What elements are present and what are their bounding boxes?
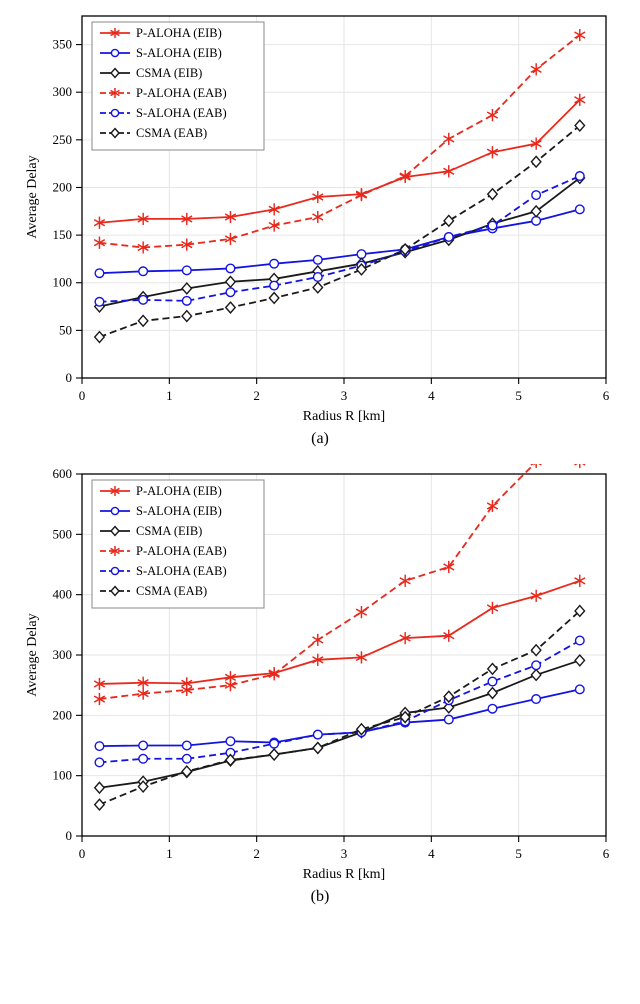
svg-text:5: 5 <box>515 846 522 861</box>
svg-text:Average Delay: Average Delay <box>25 155 40 238</box>
svg-text:6: 6 <box>603 388 610 403</box>
svg-text:350: 350 <box>53 37 73 52</box>
svg-text:6: 6 <box>603 846 610 861</box>
svg-text:CSMA (EIB): CSMA (EIB) <box>136 524 202 538</box>
svg-text:P-ALOHA (EIB): P-ALOHA (EIB) <box>136 26 222 40</box>
chart-a-label: (a) <box>20 426 620 458</box>
chart-a-plot: 0 1 2 3 4 5 6 0 50 100 150 200 250 300 350 Radius R [km… <box>20 6 620 426</box>
svg-text:S-ALOHA (EIB): S-ALOHA (EIB) <box>136 46 222 60</box>
svg-text:P-ALOHA (EAB): P-ALOHA (EAB) <box>136 86 227 100</box>
svg-text:500: 500 <box>53 526 73 541</box>
svg-text:0: 0 <box>79 388 86 403</box>
svg-text:400: 400 <box>53 587 73 602</box>
svg-text:P-ALOHA (EIB): P-ALOHA (EIB) <box>136 484 222 498</box>
svg-text:S-ALOHA (EAB): S-ALOHA (EAB) <box>136 564 227 578</box>
svg-text:5: 5 <box>515 388 522 403</box>
svg-text:CSMA (EIB): CSMA (EIB) <box>136 66 202 80</box>
svg-text:3: 3 <box>341 846 348 861</box>
svg-text:200: 200 <box>53 179 73 194</box>
svg-text:CSMA (EAB): CSMA (EAB) <box>136 126 207 140</box>
svg-text:200: 200 <box>53 707 73 722</box>
svg-text:S-ALOHA (EAB): S-ALOHA (EAB) <box>136 106 227 120</box>
svg-text:3: 3 <box>341 388 348 403</box>
svg-text:50: 50 <box>59 322 72 337</box>
chart-b-label: (b) <box>20 884 620 916</box>
chart-b-plot: 0 1 2 3 4 5 6 0 100 200 300 400 500 600 Radius R [km] A… <box>20 464 620 884</box>
svg-text:Radius R [km]: Radius R [km] <box>303 409 385 424</box>
svg-text:1: 1 <box>166 846 173 861</box>
chart-block-a: 0 1 2 3 4 5 6 0 50 100 150 200 250 300 350 Radius R [km… <box>20 0 620 458</box>
svg-text:S-ALOHA (EIB): S-ALOHA (EIB) <box>136 504 222 518</box>
svg-text:CSMA (EAB): CSMA (EAB) <box>136 584 207 598</box>
svg-text:250: 250 <box>53 132 73 147</box>
svg-text:4: 4 <box>428 388 435 403</box>
svg-text:600: 600 <box>53 466 73 481</box>
svg-text:Average Delay: Average Delay <box>25 613 40 696</box>
figure-page: 0 1 2 3 4 5 6 0 50 100 150 200 250 300 350 Radius R [km… <box>0 0 640 1004</box>
svg-text:300: 300 <box>53 84 73 99</box>
svg-text:2: 2 <box>253 846 260 861</box>
svg-text:150: 150 <box>53 227 73 242</box>
svg-text:0: 0 <box>79 846 86 861</box>
svg-text:1: 1 <box>166 388 173 403</box>
svg-text:4: 4 <box>428 846 435 861</box>
svg-text:100: 100 <box>53 275 73 290</box>
svg-text:300: 300 <box>53 647 73 662</box>
svg-text:Radius R [km]: Radius R [km] <box>303 867 385 882</box>
chart-block-b: 0 1 2 3 4 5 6 0 100 200 300 400 500 600 Radius R [km] A… <box>20 458 620 916</box>
svg-text:0: 0 <box>66 828 73 843</box>
svg-text:P-ALOHA (EAB): P-ALOHA (EAB) <box>136 544 227 558</box>
caption-sliver <box>20 916 620 930</box>
svg-text:2: 2 <box>253 388 260 403</box>
svg-text:0: 0 <box>66 370 73 385</box>
svg-text:100: 100 <box>53 768 73 783</box>
